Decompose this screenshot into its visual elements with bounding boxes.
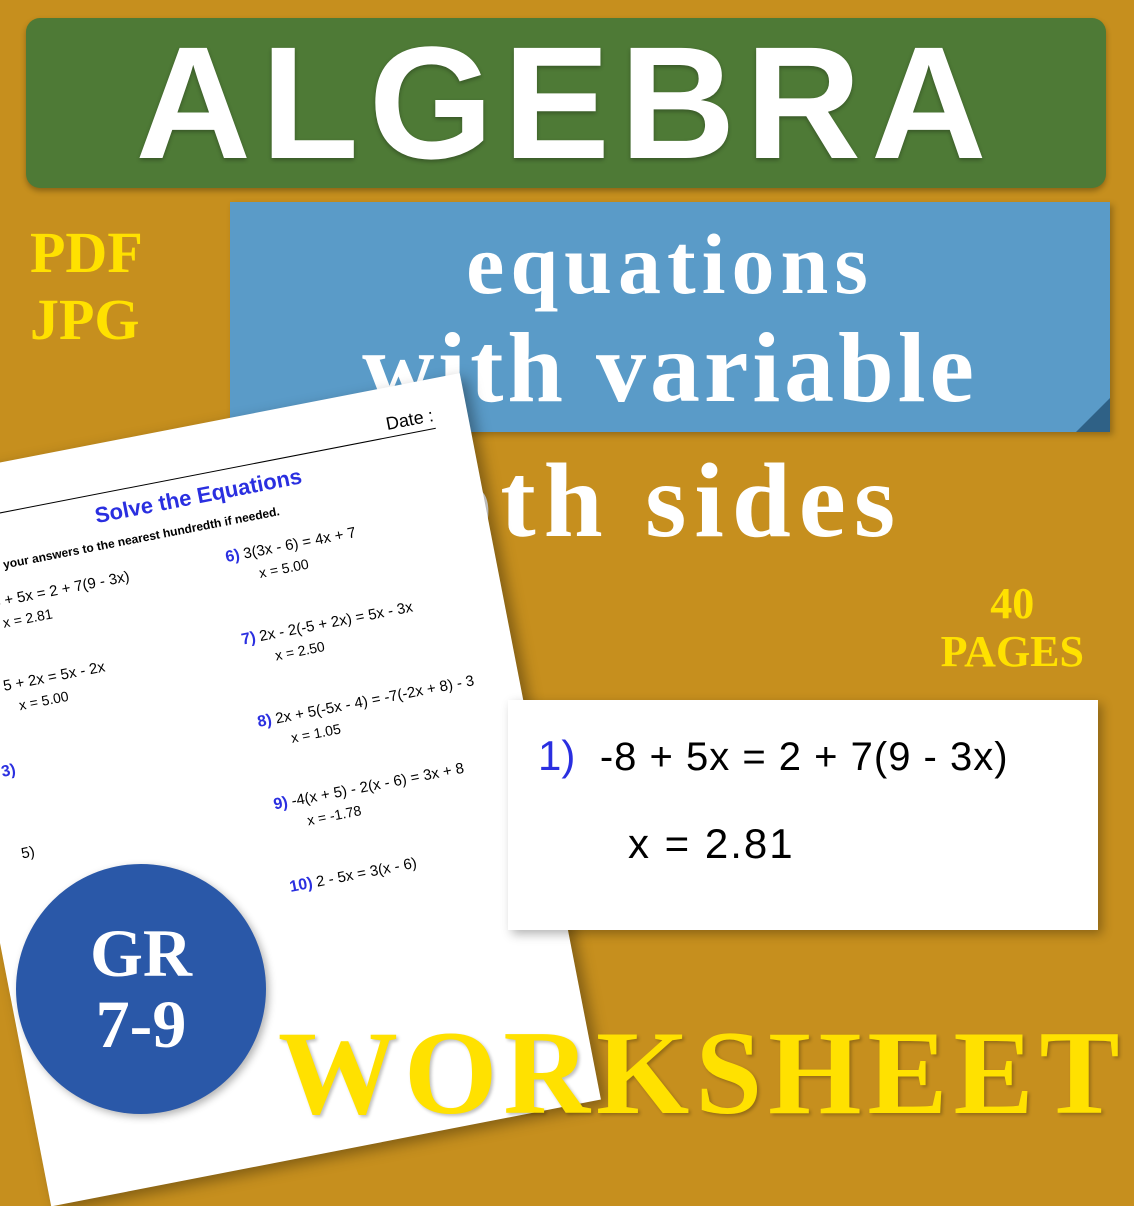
format-pdf: PDF	[30, 220, 143, 287]
formats-badge: PDF JPG	[30, 220, 143, 353]
ws-problem-number: 3)	[0, 761, 17, 780]
grade-label: GR	[90, 918, 192, 989]
footer-label: WORKSHEET	[278, 1004, 1124, 1142]
ws-problem: 8)2x + 5(-5x - 4) = -7(-2x + 8) - 3x = 1…	[256, 670, 490, 751]
title-text: ALGEBRA	[135, 11, 996, 195]
pages-label: PAGES	[941, 628, 1084, 676]
page-fold-icon	[1076, 398, 1110, 432]
ws-problem: 10)2 - 5x = 3(x - 6)	[288, 835, 519, 901]
ws-problem-equation	[18, 761, 21, 778]
ws-problem: 1)-8 + 5x = 2 + 7(9 - 3x)x = 2.81	[0, 555, 202, 636]
ws-problem: 3)	[0, 720, 234, 801]
subtitle-line1: equations	[466, 214, 874, 314]
title-banner: ALGEBRA	[26, 18, 1106, 188]
pages-badge: 40 PAGES	[941, 580, 1084, 677]
ws-problem: 7)2x - 2(-5 + 2x) = 5x - 3xx = 2.50	[240, 588, 474, 669]
ws-problem-number	[16, 847, 19, 864]
ws-problem-number: 8)	[256, 712, 273, 731]
ws-problem-number: 10)	[288, 875, 314, 896]
ws-problem: 9)-4(x + 5) - 2(x - 6) = 3x + 8x = -1.78	[272, 753, 506, 834]
ws-problem-number: 2)	[0, 679, 1, 698]
ws-problem-number: 9)	[272, 794, 289, 813]
pages-count: 40	[941, 580, 1084, 628]
zoom-equation: -8 + 5x = 2 + 7(9 - 3x)	[600, 735, 1009, 779]
ws-problem-equation: 5)	[20, 843, 36, 862]
grade-range: 7-9	[96, 989, 187, 1060]
ws-problem-number: 6)	[224, 547, 241, 566]
ws-problem-equation: 2 - 5x = 3(x - 6)	[315, 855, 418, 891]
ws-header-date: Date :	[384, 405, 435, 435]
ws-problem-answer	[50, 824, 247, 862]
ws-problem-answer	[34, 742, 231, 780]
ws-problem: 2)5 + 2x = 5x - 2xx = 5.00	[0, 638, 218, 719]
zoom-number: 1)	[538, 732, 575, 779]
zoom-answer: x = 2.81	[628, 820, 1074, 868]
grade-badge: GR 7-9	[16, 864, 266, 1114]
format-jpg: JPG	[30, 287, 143, 354]
ws-problem-number: 7)	[240, 629, 257, 648]
zoom-callout: 1) -8 + 5x = 2 + 7(9 - 3x) x = 2.81	[508, 700, 1098, 930]
